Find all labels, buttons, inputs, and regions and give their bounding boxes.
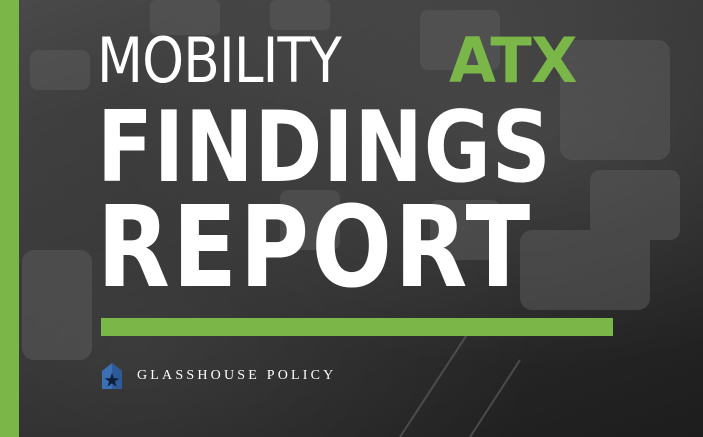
brand-name: GLASSHOUSE POLICY: [137, 368, 337, 383]
title-atx: ATX: [449, 24, 578, 97]
house-star-icon: [102, 363, 122, 389]
title-findings: FINDINGS: [97, 91, 552, 205]
left-accent-bar: [0, 0, 19, 437]
report-title: MOBILITY ATX FINDINGS REPORT: [97, 26, 627, 313]
brand-signature: GLASSHOUSE POLICY: [101, 361, 336, 391]
title-report: REPORT: [97, 183, 533, 313]
title-underline-bar: [101, 318, 613, 336]
title-mobility: MOBILITY: [97, 24, 342, 97]
title-line-mobility-atx: MOBILITY ATX: [97, 26, 627, 96]
